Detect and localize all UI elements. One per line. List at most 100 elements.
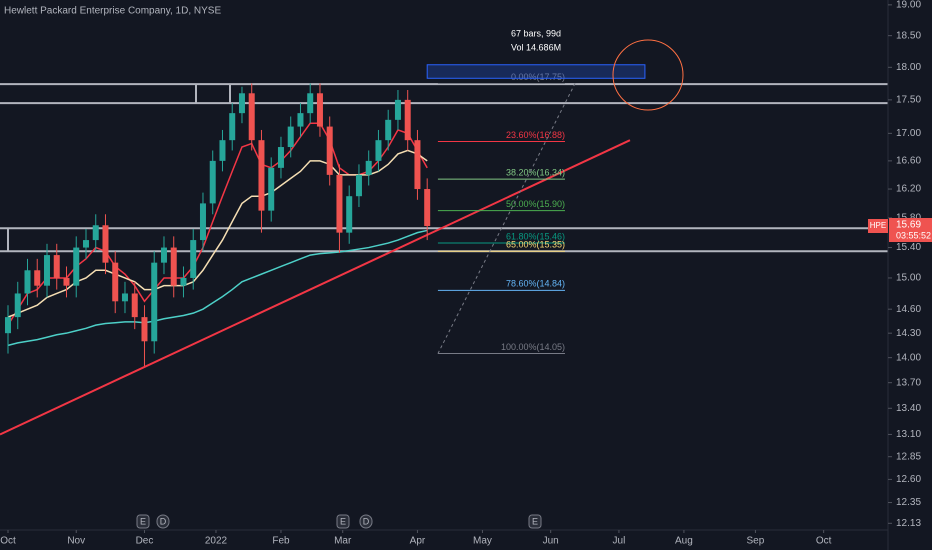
trendline	[0, 139, 631, 436]
candle-body	[424, 189, 431, 227]
candle-body	[190, 240, 197, 278]
fib-label: 23.60%(16.88)	[506, 130, 565, 140]
x-tick-label: Aug	[675, 536, 693, 547]
candle-body	[336, 174, 343, 233]
candle-body	[92, 225, 99, 241]
candle-body	[14, 293, 21, 318]
symbol-label: HPE	[870, 221, 886, 230]
y-tick-label: 13.10	[896, 429, 921, 440]
y-tick-label: 14.00	[896, 352, 921, 363]
candle-body	[248, 93, 255, 141]
candle-body	[229, 113, 236, 141]
y-tick-label: 14.60	[896, 304, 921, 315]
candle-body	[307, 93, 314, 114]
event-box[interactable]	[336, 514, 350, 529]
moving-average	[7, 229, 428, 347]
candle-body	[297, 113, 304, 127]
candle-body	[326, 126, 333, 175]
candle-body	[385, 119, 392, 141]
event-box[interactable]	[156, 514, 170, 529]
fib-diagonal	[437, 83, 576, 354]
y-tick-label: 13.40	[896, 403, 921, 414]
candle-body	[170, 247, 177, 286]
candle-body	[375, 140, 382, 161]
x-tick-label: Sep	[747, 536, 765, 547]
candle-body	[394, 99, 401, 120]
candle-body	[355, 174, 362, 197]
moving-average	[7, 149, 428, 318]
candle-body	[112, 262, 119, 302]
moving-average	[7, 122, 428, 326]
candle-body	[346, 196, 353, 233]
y-tick-label: 16.60	[896, 156, 921, 167]
candle-body	[199, 203, 206, 241]
price-label: 15.69	[896, 220, 921, 231]
y-tick-label: 12.13	[896, 518, 921, 529]
y-tick-label: 13.70	[896, 377, 921, 388]
price-badge	[889, 218, 932, 243]
y-tick-label: 14.30	[896, 328, 921, 339]
candle-body	[121, 293, 128, 302]
candle-body	[268, 167, 275, 211]
x-tick-label: Nov	[67, 536, 85, 547]
y-tick-label: 17.00	[896, 128, 921, 139]
event-box[interactable]	[359, 514, 373, 529]
x-tick-label: May	[473, 536, 492, 547]
candle-body	[316, 93, 323, 127]
fib-label: 78.60%(14.84)	[506, 279, 565, 289]
x-tick-label: Jun	[543, 536, 559, 547]
candle-body	[43, 255, 50, 286]
candle-body	[4, 317, 11, 334]
x-tick-label: Jul	[613, 536, 626, 547]
candle-body	[102, 225, 109, 263]
event-label: D	[160, 516, 167, 526]
candle-body	[160, 247, 167, 263]
event-label: E	[140, 516, 146, 526]
measure-bars: 67 bars, 99d	[511, 28, 561, 38]
x-tick-label: 2022	[205, 536, 228, 547]
candle-body	[131, 293, 138, 318]
event-label: E	[532, 516, 538, 526]
fib-label: 65.00%(15.35)	[506, 240, 565, 250]
measure-volume: Vol 14.686M	[511, 42, 561, 52]
countdown-label: 03:55:52	[896, 230, 931, 240]
candle-body	[404, 99, 411, 141]
event-box[interactable]	[136, 514, 150, 529]
y-tick-label: 12.35	[896, 497, 921, 508]
y-tick-label: 16.20	[896, 184, 921, 195]
y-tick-label: 15.00	[896, 273, 921, 284]
x-tick-label: Oct	[0, 536, 16, 547]
candle-body	[219, 140, 226, 161]
candle-body	[53, 255, 60, 278]
candle-body	[287, 126, 294, 148]
candle-body	[414, 140, 421, 190]
candle-body	[63, 277, 70, 286]
highlight-circle	[612, 39, 684, 111]
symbol-badge	[868, 219, 888, 234]
candle-body	[141, 317, 148, 342]
y-tick-label: 19.00	[896, 0, 921, 10]
fib-label: 38.20%(16.34)	[506, 167, 565, 177]
y-tick-label: 12.60	[896, 474, 921, 485]
event-label: E	[340, 516, 346, 526]
candle-body	[151, 262, 158, 342]
measure-box	[426, 64, 646, 79]
y-tick-label: 12.85	[896, 451, 921, 462]
y-tick-label: 18.50	[896, 30, 921, 41]
candle-body	[24, 270, 31, 294]
x-tick-label: Oct	[816, 536, 832, 547]
chart-title: Hewlett Packard Enterprise Company, 1D, …	[4, 6, 221, 17]
x-tick-label: Feb	[272, 536, 290, 547]
fib-label: 50.00%(15.90)	[506, 199, 565, 209]
y-tick-label: 15.40	[896, 242, 921, 253]
candle-body	[34, 270, 41, 286]
event-label: D	[363, 516, 370, 526]
x-tick-label: Mar	[334, 536, 352, 547]
plot: 0.00%(17.75) 23.60%(16.88) 38.20%(16.34) 50…	[0, 64, 888, 436]
candle-body	[82, 240, 89, 248]
candle-body	[238, 93, 245, 114]
candle-body	[73, 247, 80, 286]
event-box[interactable]	[528, 514, 542, 529]
candle-body	[258, 140, 265, 211]
